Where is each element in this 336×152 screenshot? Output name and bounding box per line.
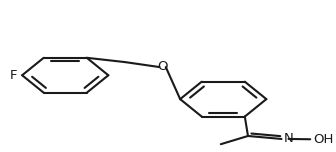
Text: OH: OH xyxy=(313,133,333,146)
Text: O: O xyxy=(157,60,168,73)
Text: F: F xyxy=(10,69,17,82)
Text: N: N xyxy=(284,132,294,145)
